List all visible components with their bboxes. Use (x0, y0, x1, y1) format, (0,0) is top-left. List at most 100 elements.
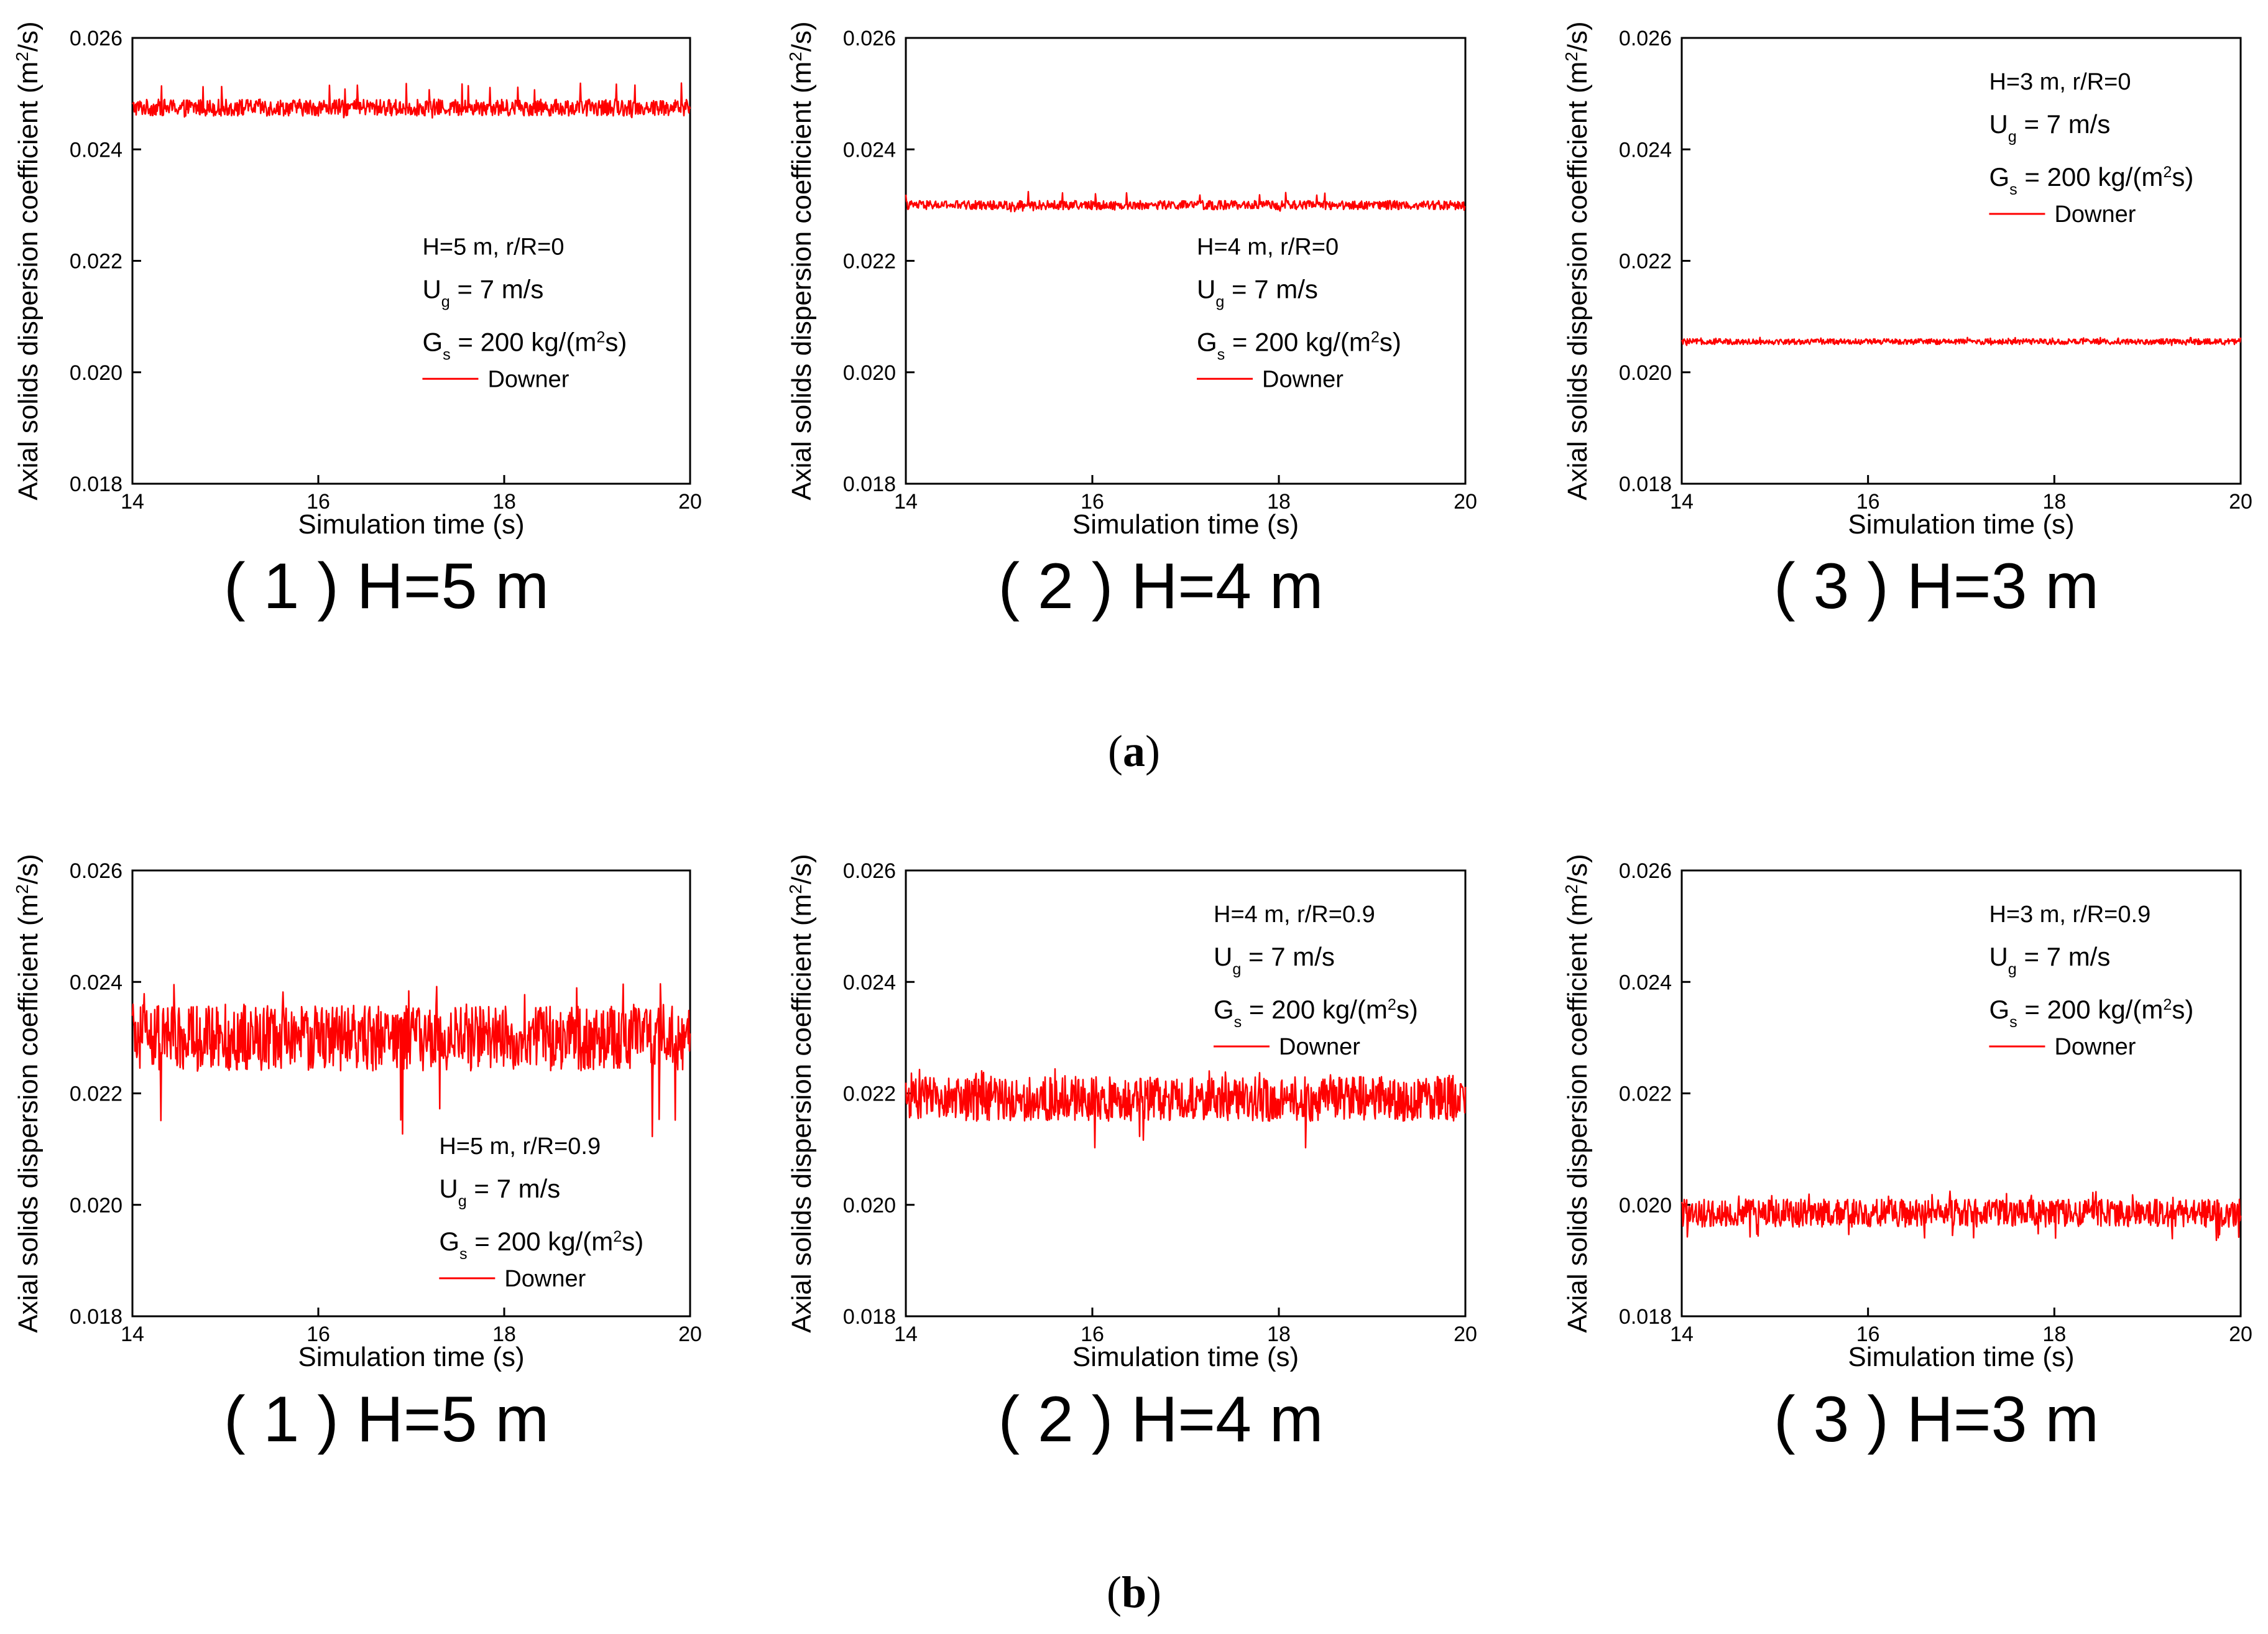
x-tick-label: 18 (1267, 1322, 1291, 1346)
y-axis-title: Axial solids dispersion coefficient (m2/… (786, 854, 818, 1332)
chart-a3: 14 16 18 20 0.018 0.020 0.022 0.024 0.026 Simulat… (1562, 21, 2252, 622)
legend-velocity: Ug = 7 m/s (1214, 942, 1335, 978)
y-tick-label: 0.022 (843, 250, 896, 274)
x-axis-title: Simulation time (s) (1072, 1342, 1299, 1372)
plot-frame (1680, 869, 2242, 1318)
y-tick-label: 0.026 (70, 27, 122, 50)
series-line-downer (1680, 1190, 2242, 1242)
y-axis-title: Axial solids dispersion coefficient (m2/… (1562, 21, 1593, 500)
x-tick-label: 18 (1267, 490, 1291, 514)
y-tick-label: 0.026 (70, 859, 122, 883)
legend: H=3 m, r/R=0.9 Ug = 7 m/s Gs = 200 kg/(m2s… (1989, 902, 2193, 1060)
panel-caption: ( 3 ) H=3 m (1774, 1383, 2099, 1456)
x-tick-label: 20 (678, 1322, 702, 1346)
chart-b2: 14 16 18 20 0.018 0.020 0.022 0.024 0.026 Simulat… (786, 854, 1477, 1456)
x-tick-label: 16 (1856, 1322, 1880, 1346)
y-tick-label: 0.026 (843, 859, 896, 883)
chart-a1: 14 16 18 20 0.018 0.020 0.022 0.024 0.026 Simulat… (12, 21, 702, 622)
series-line-downer (905, 190, 1466, 213)
x-tick-label: 20 (2229, 1322, 2252, 1346)
plot-frame (905, 37, 1467, 485)
panel-caption: ( 3 ) H=3 m (1774, 550, 2099, 622)
y-tick-label: 0.024 (70, 138, 122, 162)
y-tick-label: 0.026 (1619, 27, 1672, 50)
legend-velocity: Ug = 7 m/s (439, 1174, 560, 1210)
x-tick-label: 18 (492, 1322, 516, 1346)
legend-condition: H=4 m, r/R=0 (1197, 234, 1339, 260)
x-tick-label: 14 (1670, 1322, 1694, 1346)
legend-flux: Gs = 200 kg/(m2s) (422, 327, 627, 363)
chart-a2: 14 16 18 20 0.018 0.020 0.022 0.024 0.026 Simulat… (786, 21, 1477, 622)
y-tick-label: 0.018 (843, 473, 896, 496)
x-tick-label: 18 (2042, 490, 2066, 514)
plot-frame (1680, 37, 2242, 485)
y-tick-label: 0.018 (843, 1305, 896, 1329)
legend-flux: Gs = 200 kg/(m2s) (439, 1227, 643, 1263)
legend-velocity: Ug = 7 m/s (1989, 109, 2110, 145)
x-tick-label: 14 (894, 490, 918, 514)
y-tick-label: 0.026 (1619, 859, 1672, 883)
series-line-downer (132, 82, 691, 119)
y-axis-title: Axial solids dispersion coefficient (m2/… (12, 21, 44, 500)
x-axis-title: Simulation time (s) (298, 509, 524, 540)
x-tick-label: 16 (1856, 490, 1880, 514)
legend-condition: H=5 m, r/R=0 (422, 234, 564, 260)
panel-caption: ( 2 ) H=4 m (998, 1383, 1324, 1456)
y-tick-label: 0.018 (1619, 473, 1672, 496)
legend: H=5 m, r/R=0.9 Ug = 7 m/s Gs = 200 kg/(m2s… (439, 1133, 643, 1292)
series-line-downer (905, 1068, 1467, 1149)
x-axis-title: Simulation time (s) (1848, 509, 2074, 540)
legend-condition: H=3 m, r/R=0 (1989, 69, 2131, 95)
group-caption-a: (a) (1108, 726, 1160, 776)
y-tick-label: 0.020 (1619, 1194, 1672, 1217)
legend-series-label: Downer (504, 1266, 586, 1292)
legend: H=4 m, r/R=0 Ug = 7 m/s Gs = 200 kg/(m2s) D… (1197, 234, 1401, 392)
legend-flux: Gs = 200 kg/(m2s) (1989, 162, 2193, 198)
y-tick-label: 0.022 (70, 250, 122, 274)
group-caption-b: (b) (1107, 1567, 1161, 1617)
y-tick-label: 0.024 (1619, 971, 1672, 994)
y-tick-label: 0.026 (843, 27, 896, 50)
x-tick-label: 16 (307, 490, 330, 514)
legend: H=3 m, r/R=0 Ug = 7 m/s Gs = 200 kg/(m2s) D… (1989, 69, 2193, 228)
legend-series-label: Downer (2054, 1034, 2136, 1060)
y-tick-label: 0.018 (70, 1305, 122, 1329)
legend: H=4 m, r/R=0.9 Ug = 7 m/s Gs = 200 kg/(m2s… (1214, 902, 1418, 1060)
legend: H=5 m, r/R=0 Ug = 7 m/s Gs = 200 kg/(m2s) D… (422, 234, 627, 392)
legend-condition: H=3 m, r/R=0.9 (1989, 902, 2150, 928)
x-tick-label: 14 (894, 1322, 918, 1346)
legend-flux: Gs = 200 kg/(m2s) (1197, 327, 1401, 363)
y-axis-title: Axial solids dispersion coefficient (m2/… (786, 21, 818, 500)
legend-series-label: Downer (2054, 201, 2136, 228)
y-tick-label: 0.024 (70, 971, 122, 994)
y-tick-label: 0.022 (70, 1082, 122, 1106)
legend-series-label: Downer (1279, 1034, 1360, 1060)
x-tick-label: 14 (121, 1322, 144, 1346)
legend-velocity: Ug = 7 m/s (1197, 274, 1318, 310)
legend-series-label: Downer (487, 366, 569, 392)
panel-caption: ( 2 ) H=4 m (998, 550, 1324, 622)
x-tick-label: 20 (1454, 1322, 1477, 1346)
x-tick-label: 14 (1670, 490, 1694, 514)
y-tick-label: 0.022 (1619, 1082, 1672, 1106)
legend-velocity: Ug = 7 m/s (1989, 942, 2110, 978)
legend-flux: Gs = 200 kg/(m2s) (1214, 995, 1418, 1031)
x-tick-label: 20 (678, 490, 702, 514)
legend-velocity: Ug = 7 m/s (422, 274, 543, 310)
x-tick-label: 18 (492, 490, 516, 514)
legend-condition: H=4 m, r/R=0.9 (1214, 902, 1375, 928)
y-tick-label: 0.020 (843, 1194, 896, 1217)
y-tick-label: 0.018 (1619, 1305, 1672, 1329)
legend-series-label: Downer (1262, 366, 1344, 392)
y-axis-title: Axial solids dispersion coefficient (m2/… (1562, 854, 1593, 1332)
x-tick-label: 16 (1081, 490, 1104, 514)
series-line-downer (131, 983, 691, 1138)
x-tick-label: 20 (2229, 490, 2252, 514)
y-tick-label: 0.020 (843, 361, 896, 385)
y-tick-label: 0.024 (1619, 138, 1672, 162)
chart-b1: 14 16 18 20 0.018 0.020 0.022 0.024 0.026 Simulat… (12, 854, 702, 1456)
y-tick-label: 0.020 (70, 1194, 122, 1217)
y-tick-label: 0.022 (843, 1082, 896, 1106)
y-tick-label: 0.022 (1619, 250, 1672, 274)
